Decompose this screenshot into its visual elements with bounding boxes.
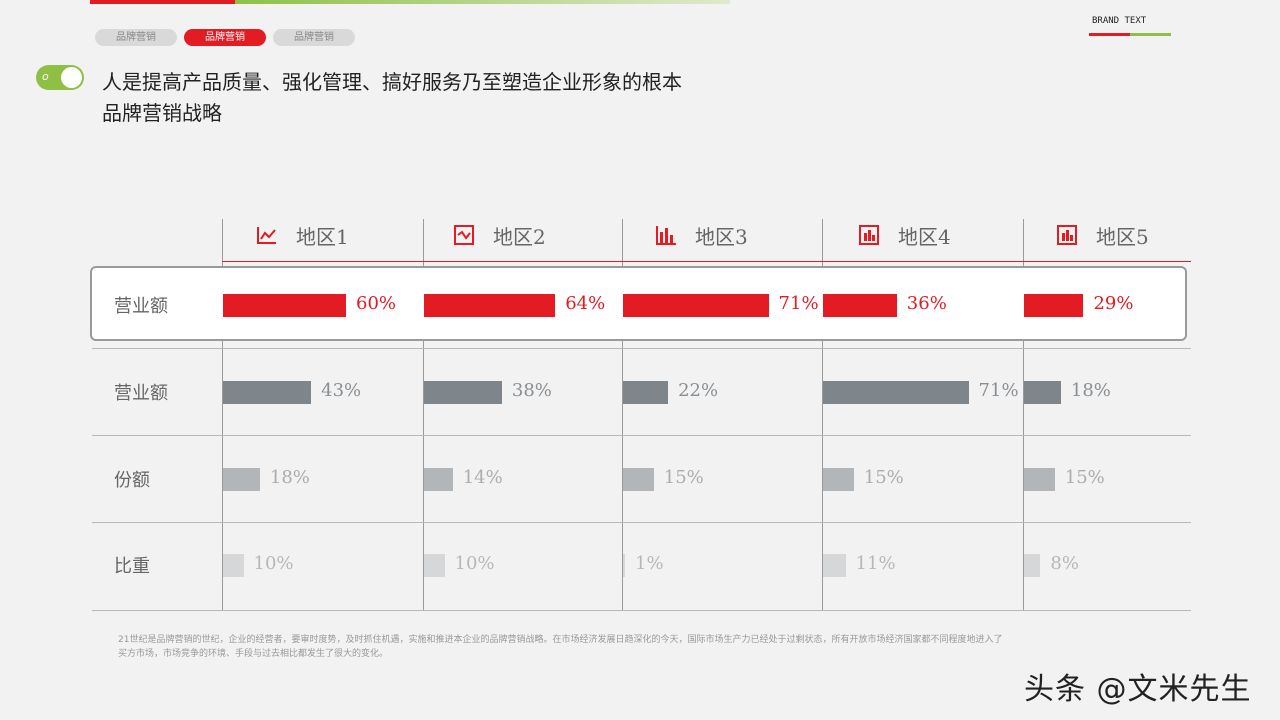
region-header-1: 地区1 — [256, 222, 349, 249]
footer-line-1: 21世纪是品牌营销的世纪，企业的经营者，要审时度势，及时抓住机遇，实施和推进本企… — [118, 635, 1003, 645]
bar-2-3 — [623, 381, 669, 404]
bar-chart-box-icon — [859, 225, 879, 245]
bar-value-label: 18% — [269, 467, 310, 488]
region-header-4: 地区4 — [858, 222, 951, 249]
bar-4-1 — [223, 554, 244, 577]
line-chart-box-icon — [454, 225, 474, 245]
region-label: 地区4 — [898, 224, 951, 249]
column-divider — [423, 219, 424, 611]
bar-value-label: 22% — [678, 380, 719, 401]
line-chart-icon — [257, 227, 276, 244]
tab-brand-marketing-1[interactable]: 品牌营销 — [95, 29, 177, 46]
row-divider — [92, 348, 1191, 349]
bar-3-3 — [623, 468, 654, 491]
region-label: 地区3 — [695, 224, 748, 249]
column-divider — [1023, 219, 1024, 611]
tab-brand-marketing-3[interactable]: 品牌营销 — [273, 29, 355, 46]
bar-3-5 — [1024, 468, 1055, 491]
bar-4-2 — [424, 554, 445, 577]
row-label-share: 份额 — [114, 470, 150, 491]
tab-brand-marketing-2[interactable]: 品牌营销 — [184, 29, 266, 46]
bar-value-label: 38% — [511, 380, 552, 401]
bar-value-label: 60% — [356, 293, 397, 314]
region-header-5: 地区5 — [1056, 222, 1149, 249]
toggle-knob — [61, 67, 82, 88]
bar-1-4 — [823, 294, 897, 317]
toggle-on-icon: o — [42, 70, 49, 83]
row-label-revenue-highlight: 营业额 — [114, 296, 168, 317]
row-divider — [92, 610, 1191, 611]
bar-value-label: 14% — [462, 467, 503, 488]
bar-3-4 — [823, 468, 854, 491]
top-accent-bar — [90, 0, 730, 4]
page-title: 人是提高产品质量、强化管理、搞好服务乃至塑造企业形象的根本 — [102, 70, 682, 94]
region-label: 地区5 — [1096, 224, 1149, 249]
bar-value-label: 29% — [1093, 293, 1134, 314]
region-label: 地区1 — [296, 224, 349, 249]
row-label-revenue: 营业额 — [114, 383, 168, 404]
bar-value-label: 10% — [253, 553, 294, 574]
watermark: 头条 @文米先生 — [1024, 672, 1252, 707]
page-subtitle: 品牌营销战略 — [102, 101, 222, 125]
column-divider — [622, 219, 623, 611]
column-divider — [222, 219, 223, 611]
bar-value-label: 71% — [978, 380, 1019, 401]
bar-3-2 — [424, 468, 453, 491]
bar-2-5 — [1024, 381, 1061, 404]
region-label: 地区2 — [493, 224, 546, 249]
region-header-3: 地区3 — [655, 222, 748, 249]
bar-2-1 — [223, 381, 312, 404]
bar-1-1 — [223, 294, 346, 317]
bar-value-label: 64% — [565, 293, 606, 314]
column-divider — [822, 219, 823, 611]
bar-2-2 — [424, 381, 502, 404]
header-underline — [222, 261, 1191, 262]
bar-1-3 — [623, 294, 769, 317]
bar-value-label: 15% — [863, 467, 904, 488]
bar-value-label: 1% — [635, 553, 664, 574]
bar-2-4 — [823, 381, 969, 404]
footer-note: 21世纪是品牌营销的世纪，企业的经营者，要审时度势，及时抓住机遇，实施和推进本企… — [118, 633, 1168, 661]
bar-value-label: 36% — [906, 293, 947, 314]
bar-4-5 — [1024, 554, 1041, 577]
bar-value-label: 11% — [855, 553, 896, 574]
bar-value-label: 71% — [778, 293, 819, 314]
brand-text: BRAND TEXT — [1092, 16, 1147, 26]
row-divider — [92, 435, 1191, 436]
toggle-switch[interactable]: o — [36, 65, 84, 90]
bar-value-label: 15% — [663, 467, 704, 488]
bar-value-label: 10% — [454, 553, 495, 574]
bar-3-1 — [223, 468, 260, 491]
bar-value-label: 18% — [1070, 380, 1111, 401]
row-divider — [92, 522, 1191, 523]
bar-4-4 — [823, 554, 846, 577]
bar-value-label: 43% — [321, 380, 362, 401]
bar-4-3 — [623, 554, 626, 577]
bar-1-2 — [424, 294, 556, 317]
bar-value-label: 8% — [1050, 553, 1079, 574]
bar-1-5 — [1024, 294, 1084, 317]
row-label-weight: 比重 — [114, 556, 150, 577]
bar-value-label: 15% — [1064, 467, 1105, 488]
region-header-2: 地区2 — [453, 222, 546, 249]
footer-line-2: 买方市场，市场竞争的环境、手段与过去相比都发生了很大的变化。 — [118, 649, 389, 659]
bar-chart-box-icon — [1057, 225, 1077, 245]
bar-chart-icon — [656, 226, 676, 245]
brand-underline-green — [1130, 33, 1171, 36]
brand-underline-red — [1089, 33, 1130, 36]
